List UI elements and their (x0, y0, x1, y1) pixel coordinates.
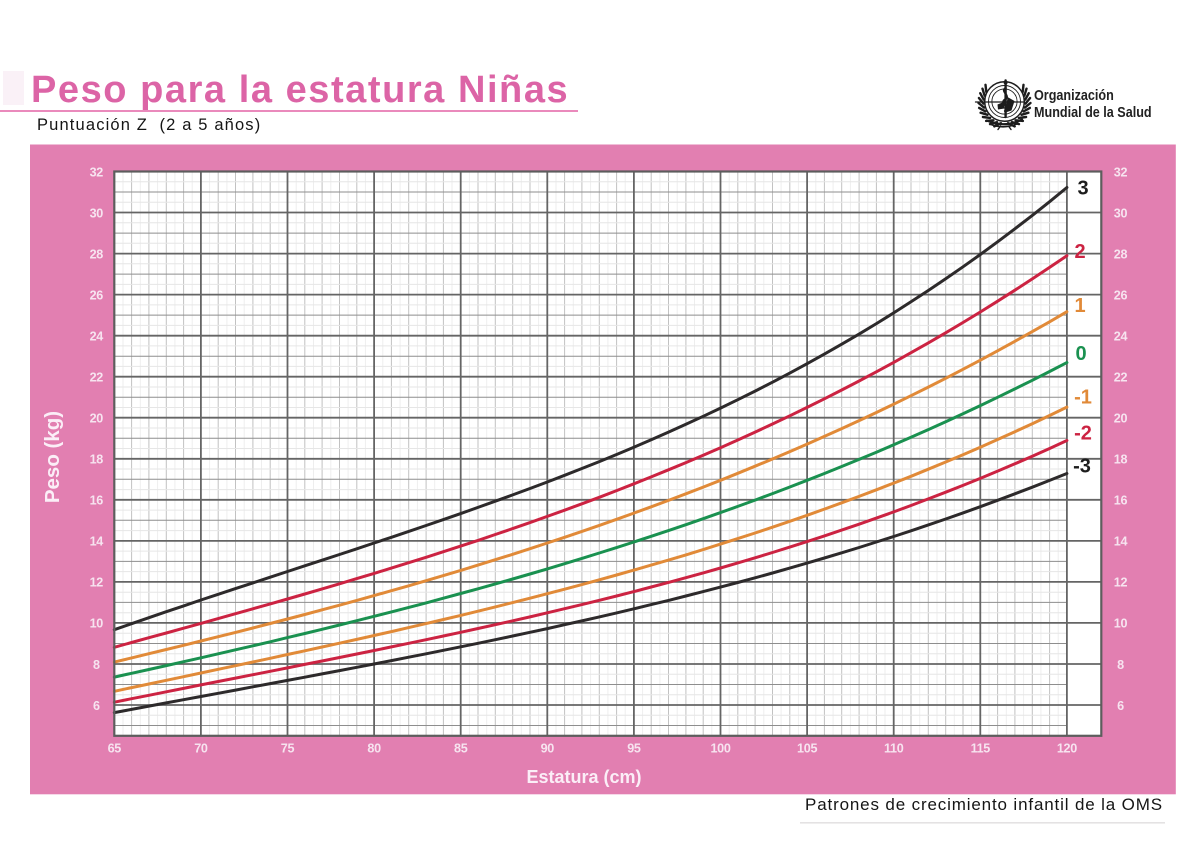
svg-text:2: 2 (1074, 241, 1085, 263)
svg-text:10: 10 (90, 617, 104, 631)
svg-text:30: 30 (1114, 206, 1128, 220)
svg-text:26: 26 (1114, 288, 1128, 302)
svg-text:18: 18 (1114, 453, 1128, 467)
svg-text:8: 8 (93, 658, 100, 672)
svg-text:110: 110 (884, 742, 904, 756)
svg-text:32: 32 (90, 165, 104, 179)
svg-text:20: 20 (90, 412, 104, 426)
svg-text:1: 1 (1074, 295, 1085, 317)
svg-text:8: 8 (1117, 658, 1124, 672)
svg-text:100: 100 (710, 742, 730, 756)
svg-text:24: 24 (1114, 330, 1128, 344)
svg-text:28: 28 (90, 247, 104, 261)
svg-text:105: 105 (797, 742, 817, 756)
svg-text:90: 90 (541, 742, 555, 756)
svg-text:20: 20 (1114, 412, 1128, 426)
svg-text:30: 30 (90, 206, 104, 220)
svg-text:24: 24 (90, 330, 104, 344)
svg-text:-2: -2 (1074, 423, 1092, 445)
svg-text:0: 0 (1075, 343, 1086, 365)
svg-text:18: 18 (90, 453, 104, 467)
svg-text:Estatura (cm): Estatura (cm) (526, 767, 641, 787)
svg-text:-3: -3 (1073, 456, 1091, 478)
svg-text:16: 16 (1114, 494, 1128, 508)
svg-text:10: 10 (1114, 617, 1128, 631)
svg-text:-1: -1 (1074, 387, 1092, 409)
svg-text:115: 115 (971, 742, 991, 756)
svg-text:12: 12 (90, 576, 104, 590)
svg-text:26: 26 (90, 288, 104, 302)
svg-text:6: 6 (93, 699, 100, 713)
svg-text:3: 3 (1077, 178, 1088, 200)
svg-text:32: 32 (1114, 165, 1128, 179)
svg-text:6: 6 (1117, 699, 1124, 713)
svg-text:28: 28 (1114, 247, 1128, 261)
svg-text:95: 95 (627, 742, 641, 756)
svg-text:12: 12 (1114, 576, 1128, 590)
svg-text:120: 120 (1057, 742, 1077, 756)
svg-text:85: 85 (454, 742, 468, 756)
svg-text:14: 14 (90, 535, 104, 549)
svg-text:70: 70 (194, 742, 208, 756)
svg-text:65: 65 (108, 742, 122, 756)
svg-text:75: 75 (281, 742, 295, 756)
svg-text:22: 22 (90, 371, 104, 385)
svg-text:Peso (kg): Peso (kg) (41, 411, 64, 503)
svg-text:14: 14 (1114, 535, 1128, 549)
svg-text:16: 16 (90, 494, 104, 508)
svg-text:22: 22 (1114, 371, 1128, 385)
svg-text:80: 80 (367, 742, 381, 756)
